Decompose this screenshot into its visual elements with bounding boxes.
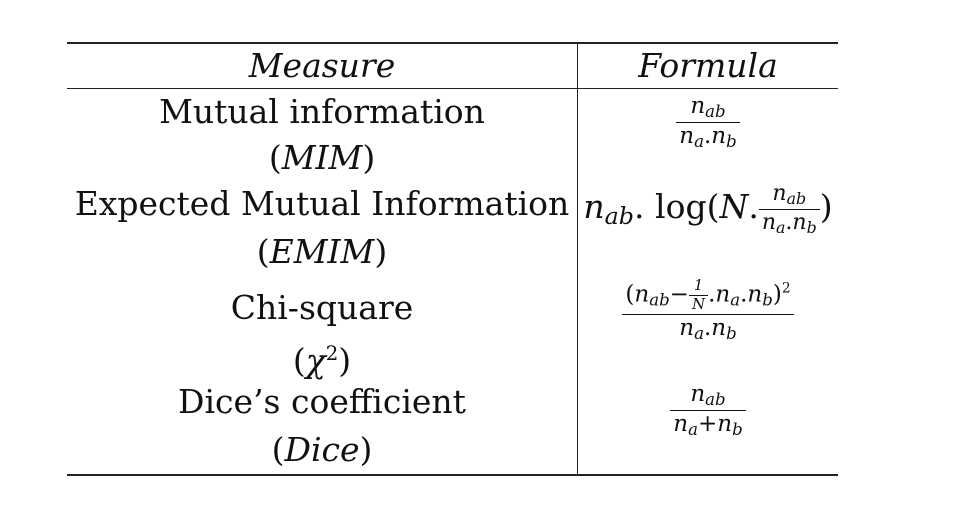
fraction: nab na.nb [676, 94, 740, 150]
measure-name-mim: Mutual information [159, 92, 485, 131]
formula-chi: (nab− 1 N .na.nb)2 na.nb [578, 277, 838, 342]
measure-abbr-emim: (EMIM) [256, 232, 388, 271]
top-rule [67, 42, 838, 44]
measure-abbr-dice: (Dice) [271, 430, 373, 469]
measure-abbr-mim: (MIM) [268, 138, 376, 177]
measure-name-chi: Chi-square [230, 288, 414, 327]
fraction: (nab− 1 N .na.nb)2 na.nb [622, 277, 794, 342]
measure-name-dice: Dice’s coefficient [178, 382, 466, 421]
measures-table: Measure Formula Mutual information (MIM)… [67, 42, 838, 476]
measure-name-emim: Expected Mutual Information [74, 184, 570, 223]
header-measure: Measure [248, 46, 396, 85]
fraction: nab na.nb [758, 182, 820, 236]
bottom-rule [67, 474, 838, 476]
formula-emim: nab. log(N. nab na.nb ) [583, 181, 833, 237]
header-formula: Formula [638, 46, 778, 85]
formula-mim: nab na.nb [578, 94, 838, 150]
header-rule [67, 88, 838, 89]
formula-dice: nab na+nb [578, 382, 838, 438]
measure-abbr-chi: (χ2) [292, 341, 352, 380]
fraction: nab na+nb [670, 382, 746, 438]
column-divider [577, 42, 578, 476]
